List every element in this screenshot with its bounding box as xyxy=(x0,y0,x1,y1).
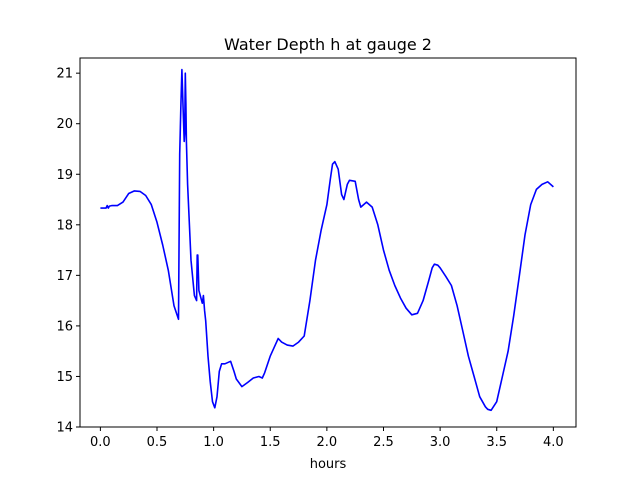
y-tick-label: 18 xyxy=(56,218,73,233)
y-tick-label: 17 xyxy=(56,269,73,284)
x-tick-label: 2.0 xyxy=(317,435,338,450)
y-tick-label: 20 xyxy=(56,117,73,132)
series-line xyxy=(100,68,554,412)
y-tick-label: 14 xyxy=(56,421,73,436)
plot-area xyxy=(100,68,554,412)
x-tick-label: 2.5 xyxy=(373,435,394,450)
x-tick-label: 1.0 xyxy=(203,435,224,450)
x-tick-label: 0.5 xyxy=(147,435,168,450)
plot-frame xyxy=(79,57,577,428)
y-tick-label: 16 xyxy=(56,319,73,334)
x-tick-label: 4.0 xyxy=(543,435,564,450)
x-tick-label: 3.5 xyxy=(486,435,507,450)
y-axis: 14 15 16 17 18 19 20 21 xyxy=(56,67,80,436)
y-tick-label: 15 xyxy=(56,370,73,385)
chart-title: Water Depth h at gauge 2 xyxy=(224,35,432,54)
x-axis-label: hours xyxy=(310,457,347,472)
x-tick-label: 0.0 xyxy=(90,435,111,450)
y-tick-label: 21 xyxy=(56,67,73,82)
x-axis: 0.0 0.5 1.0 1.5 2.0 2.5 3.0 3.5 4.0 xyxy=(90,427,564,450)
x-tick-label: 1.5 xyxy=(260,435,281,450)
y-tick-label: 19 xyxy=(56,168,73,183)
x-tick-label: 3.0 xyxy=(430,435,451,450)
